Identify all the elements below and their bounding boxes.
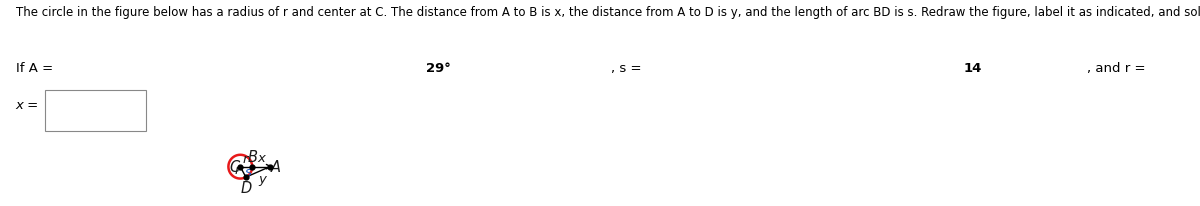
Text: 14: 14 [964, 62, 982, 75]
Text: , s =: , s = [611, 62, 646, 75]
Text: If A =: If A = [16, 62, 56, 75]
Text: C: C [229, 159, 240, 174]
Text: r: r [234, 164, 240, 177]
Text: The circle in the figure below has a radius of r and center at C. The distance f: The circle in the figure below has a rad… [16, 6, 1200, 19]
Text: r: r [242, 152, 248, 165]
Text: y: y [258, 172, 266, 185]
Bar [46, 91, 146, 132]
Text: , and r =: , and r = [1086, 62, 1150, 75]
Text: x: x [257, 151, 265, 164]
Text: A: A [270, 159, 281, 174]
Text: B: B [247, 149, 258, 164]
Text: D: D [241, 180, 252, 195]
Text: 29°: 29° [426, 62, 451, 75]
Text: s: s [245, 165, 252, 178]
Text: x =: x = [16, 99, 43, 112]
